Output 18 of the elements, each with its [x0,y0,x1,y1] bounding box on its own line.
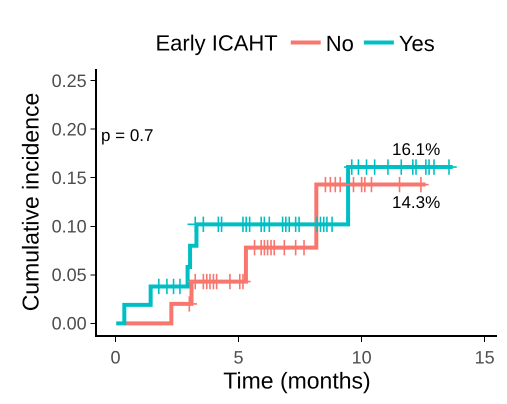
annotation: 14.3% [392,193,440,212]
annotation: p = 0.7 [101,126,154,145]
x-tick-label: 15 [474,347,495,368]
y-tick-label: 0.10 [52,216,87,237]
legend-label: No [326,31,354,56]
y-tick-label: 0.05 [52,265,87,286]
annotation: 16.1% [392,140,440,159]
y-tick-label: 0.15 [52,168,87,188]
y-tick-label: 0.20 [52,119,87,140]
legend-title: Early ICAHT [156,30,278,56]
y-tick-label: 0.25 [52,70,87,91]
y-tick-label: 0.00 [52,314,87,334]
x-tick-label: 0 [110,347,120,368]
x-axis-title: Time (months) [223,367,371,394]
y-axis-title: Cumulative incidence [18,92,44,312]
x-tick-label: 10 [352,347,372,368]
legend-label: Yes [398,31,435,56]
x-tick-label: 5 [234,347,244,368]
